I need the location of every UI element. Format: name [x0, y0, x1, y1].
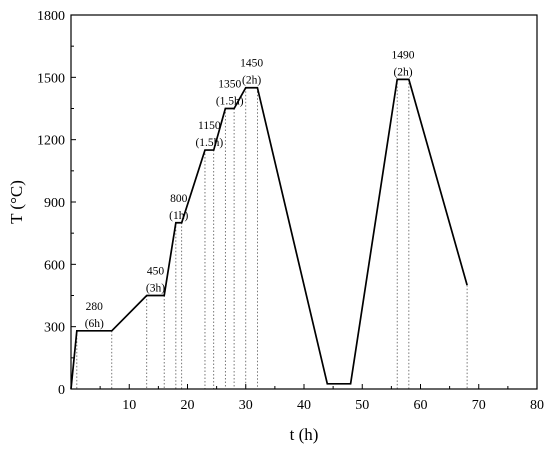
y-axis-title: T (°C)	[7, 180, 26, 224]
annotation-label: 1490	[392, 49, 415, 61]
x-tick-label: 70	[472, 398, 486, 413]
annotation-label: (3h)	[146, 283, 165, 295]
y-tick-label: 1500	[37, 71, 65, 86]
annotation-label: (1h)	[169, 210, 188, 222]
annotation-label: (6h)	[85, 318, 104, 330]
annotation-label: 450	[147, 266, 165, 278]
annotation-label: 1450	[240, 58, 263, 70]
y-tick-label: 900	[44, 196, 65, 211]
y-tick-label: 1800	[37, 9, 65, 24]
y-tick-label: 600	[44, 258, 65, 273]
annotation-label: 800	[170, 193, 188, 205]
annotations-group: 280 (6h) 450 (3h) 800 (1h) 1150 (1.5h) 1350 (1.5h…	[85, 49, 415, 329]
x-axis-title: t (h)	[290, 425, 319, 444]
temperature-series-line	[70, 78, 468, 390]
x-tick-label: 60	[414, 398, 428, 413]
annotation-label: (2h)	[242, 75, 261, 87]
axes-group: 0 300 600 900 1200 1500 1800 10 20 30 40 50 60 70 80	[37, 9, 544, 413]
annotation-label: 1150	[198, 120, 221, 132]
annotation-label: (1.5h)	[216, 96, 244, 108]
x-tick-label: 20	[181, 398, 195, 413]
y-tick-label: 0	[58, 383, 65, 398]
y-tick-label: 300	[44, 321, 65, 336]
x-tick-label: 50	[355, 398, 369, 413]
annotation-label: (1.5h)	[195, 137, 223, 149]
annotation-label: 1350	[218, 79, 241, 91]
annotation-label: (2h)	[393, 66, 412, 78]
series-group	[70, 78, 468, 390]
annotation-label: 280	[86, 301, 104, 313]
x-tick-label: 40	[297, 398, 311, 413]
plot-frame	[70, 14, 538, 390]
x-tick-label: 80	[530, 398, 544, 413]
x-tick-label: 30	[239, 398, 253, 413]
x-tick-label: 10	[122, 398, 136, 413]
y-tick-label: 1200	[37, 134, 65, 149]
droplines-group	[76, 79, 468, 389]
